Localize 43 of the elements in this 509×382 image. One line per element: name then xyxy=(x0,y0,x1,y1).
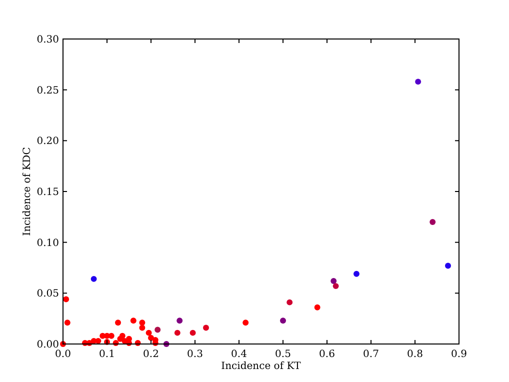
point xyxy=(332,283,339,290)
x-tick-label: 0.3 xyxy=(187,349,203,360)
point xyxy=(154,326,161,333)
x-tick-label: 0.6 xyxy=(319,349,335,360)
point xyxy=(314,304,320,310)
x-tick-label: 0.4 xyxy=(231,349,247,360)
x-axis-title: Incidence of KT xyxy=(221,361,302,372)
point xyxy=(415,78,422,85)
point xyxy=(330,278,337,284)
point xyxy=(430,219,436,225)
point xyxy=(445,262,451,269)
x-tick-label: 0.8 xyxy=(407,349,423,360)
y-tick-label: 0.20 xyxy=(36,136,59,148)
y-tick-label: 0.25 xyxy=(36,85,59,96)
point xyxy=(286,299,293,306)
point xyxy=(353,270,360,277)
y-axis-title: Incidence of KDC xyxy=(22,146,33,236)
point xyxy=(119,332,126,339)
point xyxy=(146,330,152,336)
point xyxy=(63,296,70,302)
x-tick-label: 0.0 xyxy=(55,349,71,360)
y-tick-label: 0.15 xyxy=(36,187,59,198)
x-tick-label: 0.2 xyxy=(143,349,159,360)
y-tick-label: 0.10 xyxy=(36,238,59,249)
y-tick-label: 0.30 xyxy=(36,34,59,46)
point xyxy=(64,320,70,326)
x-tick-label: 0.9 xyxy=(451,349,467,360)
point xyxy=(130,318,136,324)
point xyxy=(203,324,209,331)
point xyxy=(115,320,121,326)
point xyxy=(174,330,180,336)
x-tick-label: 0.7 xyxy=(363,349,379,360)
point xyxy=(176,318,183,324)
point xyxy=(90,276,97,282)
point xyxy=(190,330,196,336)
y-tick-label: 0.00 xyxy=(36,340,59,350)
point xyxy=(242,320,249,326)
x-tick-label: 0.5 xyxy=(275,349,291,360)
y-tick-label: 0.05 xyxy=(36,288,59,300)
point xyxy=(139,324,146,331)
point xyxy=(280,318,286,324)
x-tick-label: 0.1 xyxy=(99,349,115,360)
point xyxy=(139,320,146,326)
